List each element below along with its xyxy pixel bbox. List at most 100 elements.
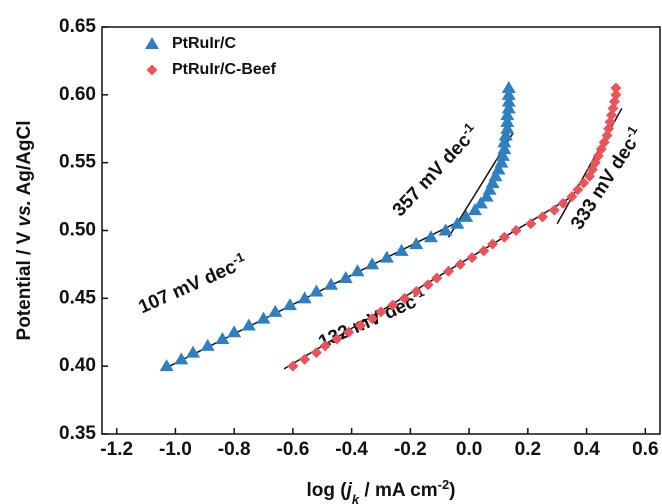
- marker: [410, 286, 422, 298]
- marker: [498, 231, 510, 243]
- marker: [343, 326, 355, 338]
- marker: [473, 196, 488, 209]
- marker: [610, 89, 622, 101]
- marker: [423, 230, 438, 243]
- x-tick-label: -0.6: [277, 439, 310, 460]
- marker: [478, 245, 490, 257]
- marker: [256, 311, 271, 324]
- y-axis-title: Potential / V vs. Ag/AgCl: [14, 121, 35, 341]
- marker: [498, 128, 513, 141]
- marker: [497, 142, 512, 155]
- marker: [578, 177, 590, 189]
- legend-label: PtRuIr/C-Beef: [172, 61, 277, 78]
- x-axis-title-part: / mA cm: [359, 480, 438, 501]
- y-tick-label: 0.40: [59, 355, 96, 376]
- marker: [557, 197, 569, 209]
- x-axis-title-part: log (: [306, 480, 347, 501]
- marker: [422, 279, 434, 291]
- x-tick-label: -0.2: [394, 439, 427, 460]
- x-axis-title: log (jk / mA cm-2): [306, 477, 455, 504]
- marker: [500, 121, 515, 134]
- y-tick-label: 0.35: [59, 423, 96, 444]
- x-tick-label: -0.4: [335, 439, 368, 460]
- marker: [174, 352, 189, 365]
- marker: [501, 94, 516, 107]
- marker: [375, 306, 387, 318]
- marker: [443, 265, 455, 277]
- marker: [331, 333, 343, 345]
- marker: [610, 82, 622, 94]
- marker: [459, 209, 474, 222]
- x-tick-label: -0.8: [218, 439, 251, 460]
- slope-text: 357 mV dec: [389, 130, 476, 221]
- x-axis-title-part: -2: [438, 477, 450, 492]
- x-tick-label: 0.4: [573, 439, 600, 460]
- marker: [525, 218, 537, 230]
- marker: [537, 211, 549, 223]
- marker: [491, 162, 506, 175]
- marker: [227, 325, 242, 338]
- marker: [338, 270, 353, 283]
- legend-marker: [145, 37, 159, 49]
- x-axis-title-part: k: [352, 492, 360, 504]
- marker: [350, 264, 365, 277]
- marker: [500, 108, 515, 121]
- slope-sup: -1: [230, 249, 247, 267]
- x-axis-title-part: j: [344, 480, 353, 501]
- slope-annotation: 107 mV dec-1: [134, 249, 250, 319]
- marker: [365, 257, 380, 270]
- x-tick-label: -1.2: [100, 439, 133, 460]
- marker: [482, 182, 497, 195]
- marker: [487, 238, 499, 250]
- y-axis-title-part: Potential / V: [14, 226, 35, 340]
- marker: [394, 243, 409, 256]
- x-axis-title-part: ): [449, 480, 455, 501]
- marker: [379, 250, 394, 263]
- legend-marker: [146, 64, 158, 76]
- marker: [500, 114, 515, 127]
- marker: [501, 87, 516, 100]
- marker: [159, 359, 174, 372]
- marker: [299, 353, 311, 365]
- x-tick-label: 0.6: [632, 439, 658, 460]
- legend-label: PtRuIr/C: [172, 35, 236, 52]
- marker: [479, 189, 494, 202]
- marker: [510, 225, 522, 236]
- marker: [354, 319, 366, 331]
- marker: [398, 292, 410, 304]
- plot-frame: [101, 26, 661, 435]
- marker: [467, 203, 482, 216]
- marker: [494, 155, 509, 168]
- marker: [366, 313, 378, 325]
- marker: [566, 191, 578, 203]
- marker: [495, 148, 510, 161]
- marker: [215, 332, 230, 345]
- marker: [268, 304, 283, 317]
- y-tick-label: 0.55: [59, 152, 96, 173]
- marker: [387, 299, 399, 311]
- marker: [282, 298, 297, 311]
- y-tick-label: 0.45: [59, 287, 96, 308]
- marker: [497, 135, 512, 148]
- marker: [319, 340, 331, 352]
- x-tick-label: 0.0: [456, 439, 482, 460]
- marker: [548, 204, 560, 216]
- y-axis-title-part: Ag/AgCl: [14, 121, 35, 201]
- marker: [501, 81, 516, 94]
- y-tick-label: 0.65: [59, 16, 96, 37]
- marker: [501, 101, 516, 114]
- marker: [454, 258, 466, 270]
- x-tick-label: -1.0: [159, 439, 192, 460]
- marker: [310, 347, 322, 359]
- marker: [241, 318, 256, 331]
- marker: [438, 223, 453, 236]
- marker: [309, 284, 324, 297]
- marker: [324, 277, 339, 290]
- x-tick-label: 0.2: [515, 439, 541, 460]
- marker: [485, 176, 500, 189]
- marker: [466, 252, 478, 264]
- marker: [186, 345, 201, 358]
- marker: [488, 169, 503, 182]
- marker: [409, 237, 424, 250]
